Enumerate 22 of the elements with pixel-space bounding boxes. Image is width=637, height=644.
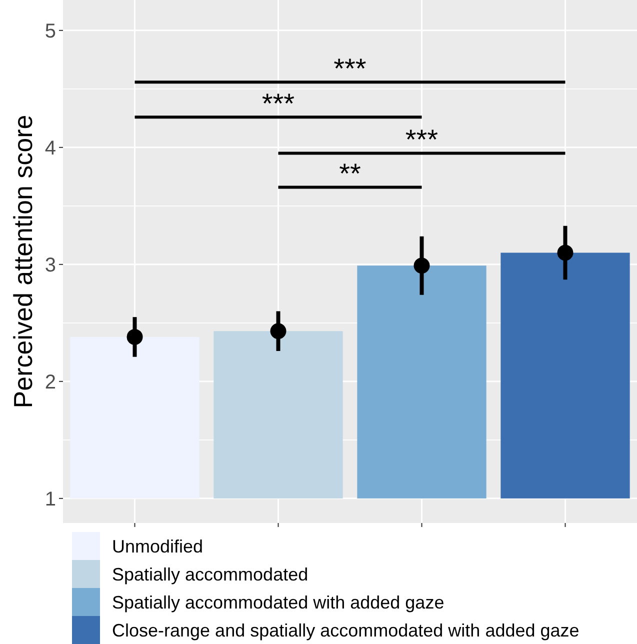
y-axis-title: Perceived attention score <box>8 114 38 408</box>
annotation: *** <box>334 53 366 84</box>
significance-bracket: *** <box>134 88 422 120</box>
y-tick-label: 1 <box>44 488 56 510</box>
legend-label: Close-range and spatially accommodated with added gaze <box>112 620 580 640</box>
significance-bracket: *** <box>278 124 566 156</box>
legend-label: Unmodified <box>112 536 204 556</box>
significance-bracket: *** <box>134 53 566 84</box>
y-tick-label: 2 <box>44 371 56 394</box>
point <box>126 328 143 345</box>
y-tick-label: 5 <box>44 20 56 42</box>
point <box>557 244 574 261</box>
annotation: ** <box>339 158 361 190</box>
legend-label: Spatially accommodated <box>112 564 308 584</box>
legend-label: Spatially accommodated with added gaze <box>112 592 444 612</box>
y-tick-label: 3 <box>44 254 56 276</box>
annotation: *** <box>405 124 438 156</box>
point <box>270 323 286 340</box>
annotation: *** <box>262 88 295 120</box>
point <box>414 258 430 274</box>
significance-bracket: ** <box>278 158 422 190</box>
y-tick-label: 4 <box>44 137 56 160</box>
